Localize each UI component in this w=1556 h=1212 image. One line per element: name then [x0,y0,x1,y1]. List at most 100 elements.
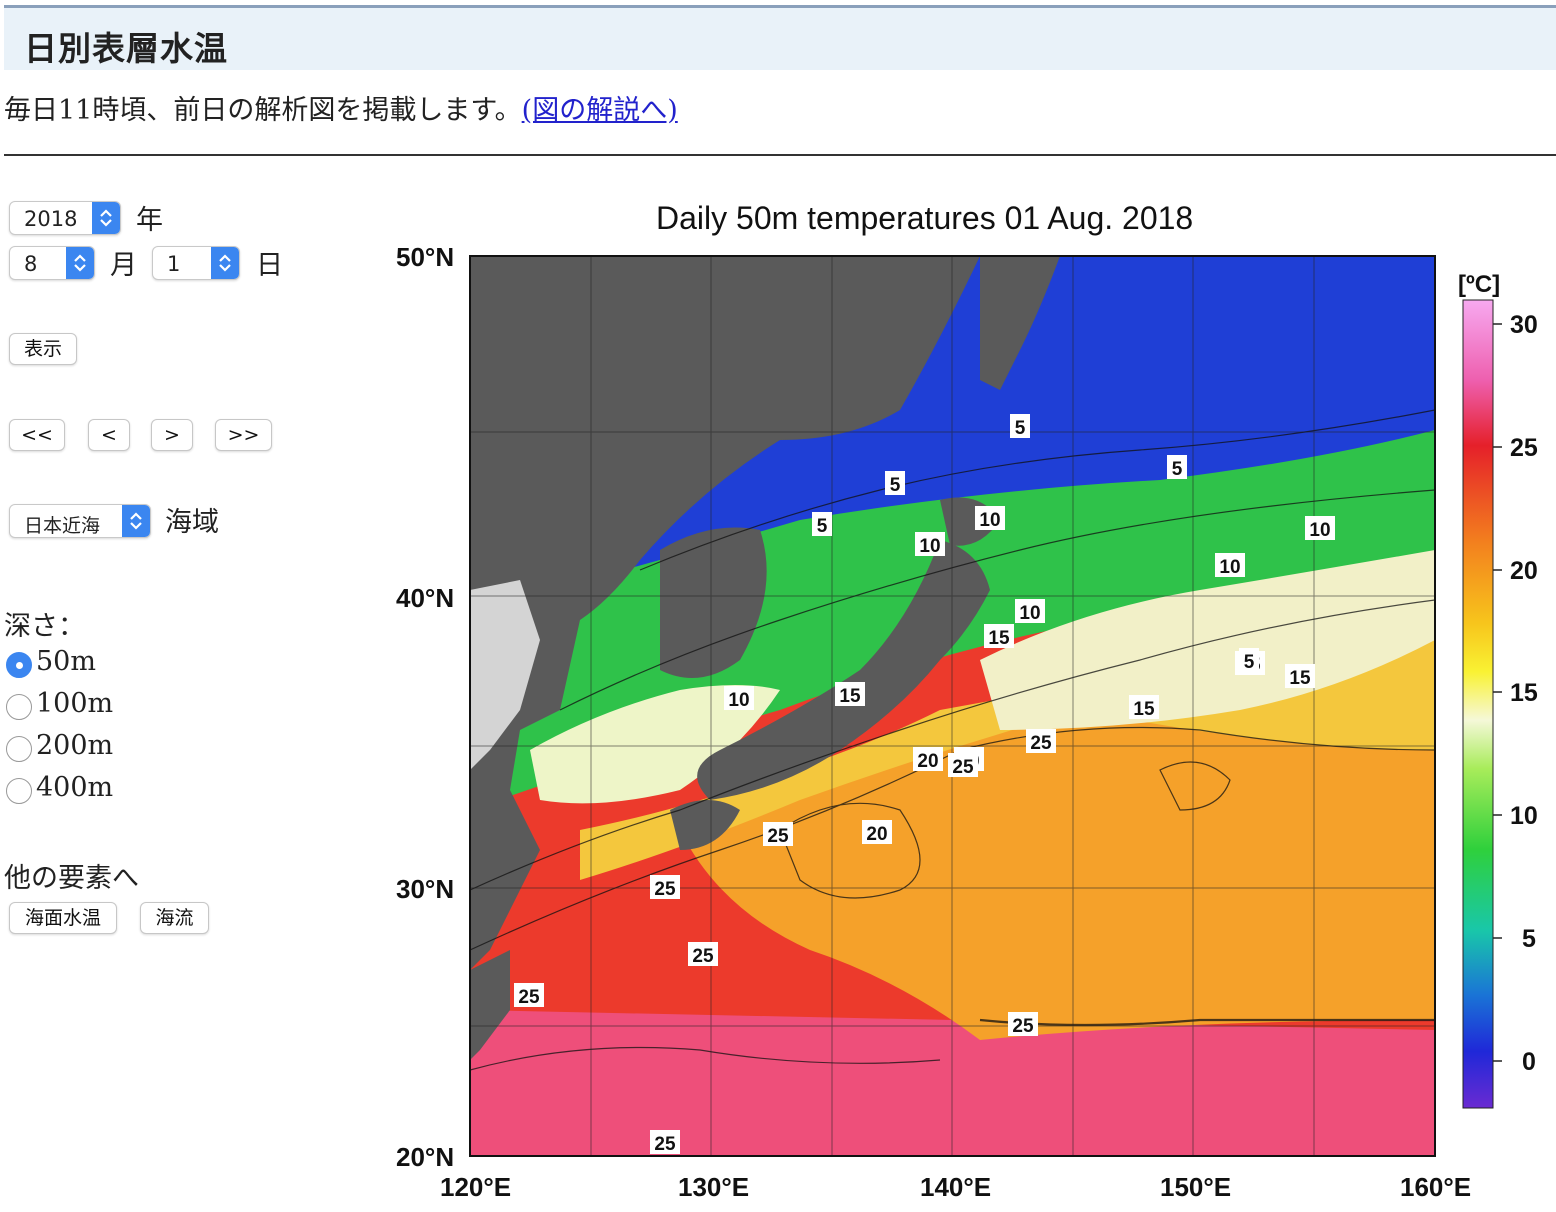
contour-label: 15 [1289,668,1311,689]
contour-label-box [1215,553,1245,577]
contour-label: 25 [767,826,789,847]
area-select[interactable]: 日本近海 [9,504,151,538]
contour-label: 10 [1309,520,1330,541]
first-button[interactable]: << [9,419,65,451]
contour-label-box [812,512,832,536]
contour-label: 20 [917,751,938,772]
lon-label-160e: 160°E [1400,1172,1471,1202]
radio-unchecked-icon[interactable] [6,736,32,762]
colorbar-tick-10: 10 [1510,802,1538,830]
contour-label-box [1026,729,1056,753]
radio-unchecked-icon[interactable] [6,694,32,720]
contour-label-box [913,747,943,771]
sakhalin [980,256,1060,390]
month-select[interactable]: 8 [9,246,95,280]
contour-label: 20 [866,824,887,845]
contour-label: 15 [839,686,861,707]
contour-label: 25 [518,987,540,1008]
depth-option-200m[interactable]: 200m [4,730,204,770]
contour-label-box [688,942,718,966]
contour-label-box [763,822,793,846]
contour-label: 15 [1133,699,1155,720]
contour-label: 25 [692,946,714,967]
year-label: 年 [136,205,163,236]
lat-label-40n: 40°N [396,583,454,613]
lat-label-30n: 30°N [396,874,454,904]
show-button[interactable]: 表示 [9,333,77,365]
contour-label-box [514,983,544,1007]
select-updown-icon [211,247,239,279]
contour-label: 10 [728,690,749,711]
year-select-value: 2018 [24,207,78,231]
contour-label: 15 [988,628,1010,649]
contour-label-box [862,820,892,844]
day-label: 日 [256,250,283,281]
contour-label-box [948,753,978,777]
contour-label-box [835,682,865,706]
depth-option-label: 100m [36,688,114,719]
contour-label-box [1008,1012,1038,1036]
lon-label-130e: 130°E [678,1172,749,1202]
area-label: 海域 [165,507,219,538]
depth-option-label: 200m [36,730,114,761]
intro-text: 毎日11時頃、前日の解析図を掲載します。(図の解説へ) [4,88,678,127]
asia-continent [470,256,980,970]
contour-label: 5 [1015,418,1026,439]
select-updown-icon [66,247,94,279]
current-button[interactable]: 海流 [140,902,209,934]
contour-label-box [724,686,754,710]
depth-option-100m[interactable]: 100m [4,688,204,728]
colorbar-tick-20: 20 [1510,557,1538,585]
explanation-link[interactable]: (図の解説へ) [521,95,678,126]
contour-label: 25 [654,879,676,900]
contour-label: 5 [817,516,828,537]
contour-label: 10 [1019,603,1040,624]
day-select[interactable]: 1 [152,246,240,280]
temperature-map: 50°N 40°N 30°N 20°N 120°E 130°E 140°E 15… [396,242,1538,1202]
lon-label-120e: 120°E [440,1172,511,1202]
colorbar-ticks [1493,323,1502,1062]
area-select-value: 日本近海 [24,515,101,537]
lon-label-140e: 140°E [920,1172,991,1202]
contour-label: 10 [1219,557,1240,578]
next-button[interactable]: > [151,419,193,451]
radio-unchecked-icon[interactable] [6,778,32,804]
divider [4,154,1556,156]
japan-kyushu [670,800,740,850]
last-button[interactable]: >> [215,419,272,451]
select-updown-icon [92,202,120,234]
contour-label: 5 [1172,459,1183,480]
contour-label-box [975,506,1005,530]
prev-button[interactable]: < [88,419,130,451]
yellow-sea-shelf [470,580,540,770]
contour-label: 5 [890,475,901,496]
year-select[interactable]: 2018 [9,201,121,235]
radio-checked-icon[interactable] [6,652,32,678]
ocean-pale-west [530,685,780,804]
depth-title: 深さ： [4,611,85,642]
contour-label-box [1239,648,1259,672]
other-elements-title: 他の要素へ [4,863,139,894]
temperature-map-figure: Daily 50m temperatures 01 Aug. 2018 [380,190,1556,1212]
contour-label: 10 [979,510,1000,531]
lon-label-150e: 150°E [1160,1172,1231,1202]
contour-label-box [1010,414,1030,438]
select-updown-icon [122,505,150,537]
depth-option-label: 400m [36,772,114,803]
colorbar-tick-15: 15 [1510,679,1538,707]
colorbar-tick-0: 0 [1522,1048,1536,1076]
sst-button[interactable]: 海面水温 [9,902,117,934]
contour-label: 25 [1012,1016,1034,1037]
contour-label: 25 [952,757,974,778]
map-title: Daily 50m temperatures 01 Aug. 2018 [656,200,1194,236]
contour-label-box [1129,695,1159,719]
colorbar-tick-25: 25 [1510,434,1538,462]
contour-label-box [885,471,905,495]
colorbar [1462,299,1494,1109]
depth-option-50m[interactable]: 50m [4,646,204,686]
month-label: 月 [110,250,137,281]
contour-label-box [1305,516,1335,540]
depth-option-400m[interactable]: 400m [4,772,204,812]
colorbar-tick-5: 5 [1522,925,1536,953]
contour-label-box [915,532,945,556]
